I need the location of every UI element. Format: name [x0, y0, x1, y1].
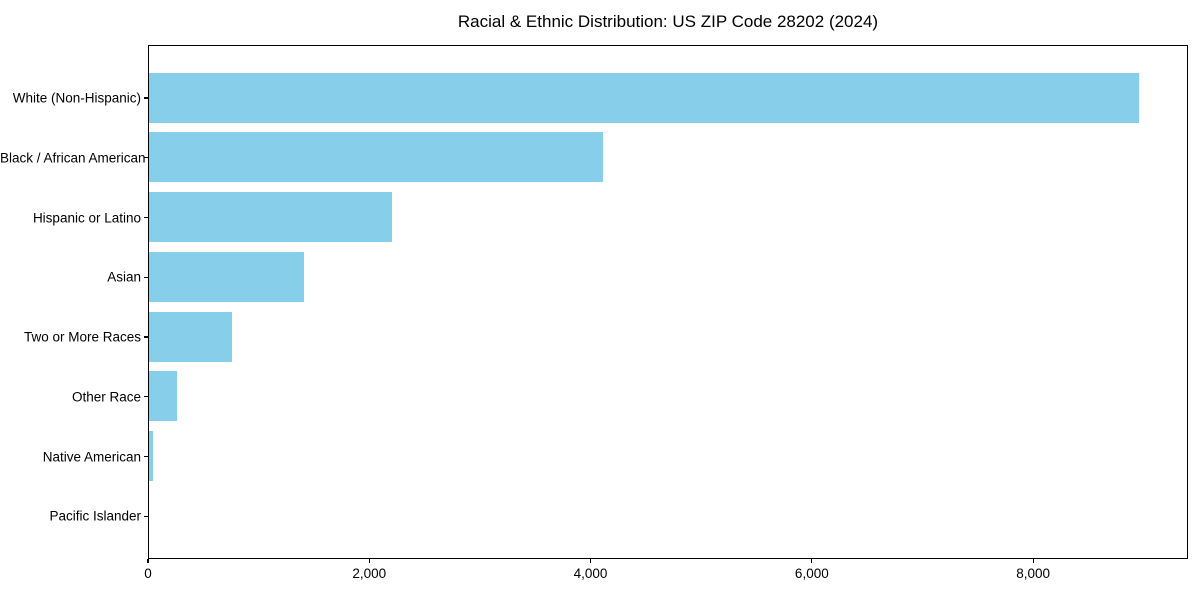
y-tick	[144, 216, 148, 219]
y-tick-label: Asian	[107, 269, 141, 285]
y-tick-label: Two or More Races	[23, 329, 141, 345]
bar-native-american	[149, 431, 153, 481]
x-tick	[811, 559, 813, 563]
bar-two-or-more-races	[149, 311, 232, 362]
bar-black-african-american	[149, 132, 603, 183]
x-tick	[589, 559, 592, 563]
x-tick-label: 2,000	[352, 566, 387, 581]
x-tick-label: 8,000	[1016, 566, 1050, 581]
y-tick-label: Black / African American	[0, 150, 146, 166]
chart-title: Racial & Ethnic Distribution: US ZIP Cod…	[457, 12, 879, 31]
y-tick	[144, 336, 148, 338]
x-tick	[147, 559, 149, 563]
plot-area	[148, 45, 1188, 559]
y-tick	[144, 455, 148, 458]
y-tick	[144, 97, 148, 99]
bar-other-race	[149, 371, 177, 422]
bar-hispanic-or-latino	[149, 192, 393, 242]
x-tick-label: 0	[144, 566, 152, 581]
y-tick	[144, 157, 148, 159]
y-tick-label: Pacific Islander	[49, 508, 141, 524]
x-tick	[368, 559, 370, 563]
bar-asian	[149, 251, 304, 302]
y-tick	[144, 515, 148, 517]
bar-white-non-hispanic	[149, 72, 1140, 123]
y-tick	[144, 276, 148, 278]
x-tick	[1032, 559, 1034, 563]
y-tick-label: Native American	[42, 449, 141, 464]
x-tick-label: 4,000	[573, 566, 608, 581]
y-tick-label: Other Race	[71, 389, 141, 405]
y-tick-label: White (Non-Hispanic)	[12, 90, 141, 106]
x-tick-label: 6,000	[794, 566, 829, 581]
y-tick	[144, 396, 148, 398]
y-tick-label: Hispanic or Latino	[32, 210, 141, 225]
